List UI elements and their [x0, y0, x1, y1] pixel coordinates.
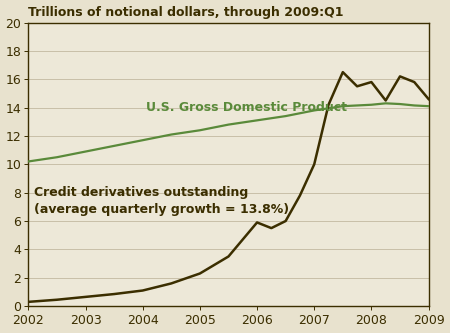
Text: U.S. Gross Domestic Product: U.S. Gross Domestic Product — [145, 101, 346, 114]
Text: Credit derivatives outstanding
(average quarterly growth = 13.8%): Credit derivatives outstanding (average … — [34, 185, 289, 215]
Text: Trillions of notional dollars, through 2009:Q1: Trillions of notional dollars, through 2… — [28, 6, 344, 19]
